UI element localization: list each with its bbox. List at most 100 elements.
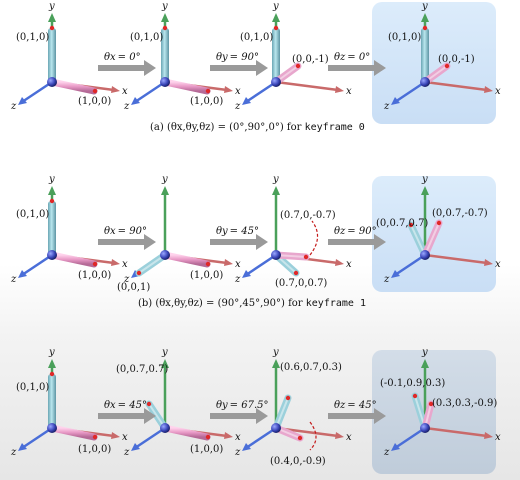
c2-y-cylinder-highlight [275, 397, 289, 429]
b-step-1-angle-value: = 45° [230, 226, 259, 237]
row-c: x y z (0,1,0) (1,0,0) x y z (0,0.7,0.7) (1,0,0) x y… [10, 347, 501, 467]
a3-origin-sphere [420, 77, 430, 87]
b3-y-letter: y [421, 174, 428, 185]
c1-x-cylinder [161, 424, 211, 441]
b-step-0-angle-label: θx = 90° [104, 226, 147, 237]
a2-origin-sphere [271, 77, 281, 87]
c0-label-y: (0,1,0) [16, 382, 49, 393]
c-step-2-theta-symbol: θz [334, 400, 346, 411]
b0-origin-sphere [47, 250, 57, 260]
a1-y-arrowhead [161, 13, 169, 22]
c3-y-letter: y [421, 347, 428, 358]
a0-z-letter: z [10, 101, 17, 112]
c2-label-a: (0.6,0.7,0.3) [280, 362, 342, 373]
a-step-1-shaft [210, 65, 256, 71]
b-step-2-shaft [328, 239, 374, 245]
c0-x-cylinder [48, 424, 98, 441]
a-step-1-head [256, 60, 268, 76]
b1-y-cylinder-highlight [138, 254, 166, 274]
c0-z-letter: z [10, 447, 17, 458]
b2-label-b: (0.7,0,0.7) [275, 278, 327, 289]
c2-z-axis [245, 426, 277, 450]
c-step-0-shaft [98, 413, 144, 419]
b-step-0-theta-symbol: θx [104, 226, 116, 237]
result-panel-c [372, 350, 496, 474]
c0-origin-sphere [47, 423, 57, 433]
a0-x-letter: x [122, 86, 128, 97]
b2-origin-sphere [271, 250, 281, 260]
c-step-2-head [374, 408, 386, 424]
a0-y-cylinder [48, 28, 56, 82]
b1-x-letter: x [235, 259, 241, 270]
c0-x-letter: x [122, 432, 128, 443]
b0-z-letter: z [10, 274, 17, 285]
b3-x-cylinder-tip [436, 220, 442, 226]
a-step-2-angle-value: = 0° [347, 52, 370, 63]
c-step-0-theta-symbol: θx [104, 400, 116, 411]
a3-x-letter: x [495, 86, 501, 97]
a1-x-cylinder [161, 78, 211, 95]
c2-x-arrowhead [335, 432, 344, 439]
b2-y-arrowhead [272, 186, 280, 195]
a1-x-arrowhead [224, 86, 233, 93]
c3-x-cylinder-tip [428, 401, 434, 407]
a2-x-cylinder-tip [295, 63, 301, 69]
a0-origin-sphere [47, 77, 57, 87]
a2-y-letter: y [272, 1, 279, 12]
a-step-2-head [374, 60, 386, 76]
a-step-1-angle-label: θy = 90° [216, 52, 259, 63]
b2-x-cylinder [272, 251, 310, 261]
a3-y-cylinder [421, 28, 429, 82]
b0-z-arrowhead [18, 270, 27, 278]
b2-x-arrowhead [335, 259, 344, 266]
b2-x-cylinder-highlight [275, 254, 307, 258]
b1-origin-sphere [160, 250, 170, 260]
caption-b: (b) (θx,θy,θz) = (90°,45°,90°) for keyfr… [138, 298, 366, 309]
c0-y-arrowhead [48, 359, 56, 368]
b-step-2-angle-label: θz = 90° [334, 226, 377, 237]
b2-y-cylinder-tip [293, 270, 299, 276]
a3-z-letter: z [383, 101, 390, 112]
b-step-1-shaft [210, 239, 256, 245]
b-step-1-head [256, 234, 268, 250]
c-step-0-angle-label: θx = 45° [104, 400, 147, 411]
a-step-2-shaft [328, 65, 374, 71]
a3-x-axis [424, 80, 488, 92]
a0-z-arrowhead [18, 97, 27, 105]
b2-rotation-path [309, 220, 319, 256]
b-step-0-shaft [98, 239, 144, 245]
a3-x-cylinder-tip [444, 63, 450, 69]
a3-y-arrowhead [421, 13, 429, 22]
b0-y-arrowhead [48, 186, 56, 195]
a0-y-letter: y [48, 1, 55, 12]
c3-x-arrowhead [484, 432, 493, 439]
b-step-1-angle-label: θy = 45° [216, 226, 259, 237]
b-step-2-head [374, 234, 386, 250]
b3-origin-sphere [420, 250, 430, 260]
c2-y-cylinder-tip [285, 395, 291, 401]
b1-z-letter: z [123, 274, 130, 285]
a2-z-letter: z [234, 101, 241, 112]
c-step-0-head [144, 408, 156, 424]
b0-y-cylinder [48, 201, 56, 255]
a2-y-arrowhead [272, 13, 280, 22]
c1-z-arrowhead [131, 443, 140, 451]
c3-label-b: (0.3,0.3,-0.9) [432, 398, 497, 409]
b-step-2-angle-value: = 90° [347, 226, 376, 237]
a3-y-cylinder-tip [422, 25, 428, 31]
a2-z-axis [245, 80, 277, 104]
c2-x-cylinder-tip [297, 435, 303, 441]
a-step-0-theta-symbol: θx [104, 52, 116, 63]
a0-x-arrowhead [111, 86, 120, 93]
c1-x-arrowhead [224, 432, 233, 439]
c3-x-letter: x [495, 432, 501, 443]
c-step-1-shaft [210, 413, 256, 419]
c0-y-letter: y [48, 347, 55, 358]
a-step-2-theta-symbol: θz [334, 52, 346, 63]
a2-y-cylinder [272, 28, 280, 82]
b3-y-arrowhead [421, 186, 429, 195]
c3-z-letter: z [383, 447, 390, 458]
b1-y-cylinder [135, 251, 169, 277]
b-step-2-theta-symbol: θz [334, 226, 346, 237]
